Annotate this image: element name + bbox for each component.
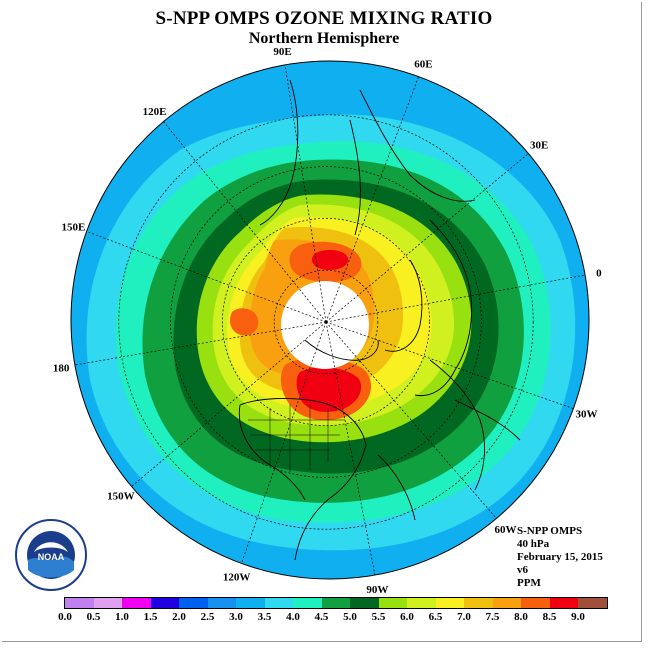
longitude-label: 120E bbox=[143, 106, 167, 118]
colorbar-tick-label: 5.0 bbox=[343, 611, 357, 623]
info-units: PPM bbox=[517, 577, 541, 589]
latitude-circle bbox=[118, 114, 534, 530]
pole-gap bbox=[281, 281, 369, 369]
longitude-label: 60W bbox=[494, 524, 516, 536]
info-date: February 15, 2015 bbox=[517, 551, 603, 563]
latitude-circle bbox=[273, 269, 379, 375]
longitude-label: 150W bbox=[107, 490, 135, 502]
colorbar-tick-label: 5.5 bbox=[371, 611, 386, 623]
colorbar-tick-label: 4.0 bbox=[286, 611, 300, 623]
info-level: 40 hPa bbox=[517, 538, 550, 550]
meridian-line bbox=[86, 231, 327, 323]
colorbar-swatch bbox=[321, 598, 350, 608]
colorbar-tick-label: 1.0 bbox=[115, 611, 129, 623]
coastlines bbox=[238, 79, 521, 561]
longitude-label: 0 bbox=[596, 268, 602, 280]
figure-frame bbox=[2, 2, 642, 642]
colorbar-swatch bbox=[521, 598, 550, 608]
meridian-line bbox=[131, 321, 327, 487]
colorbar-tick-label: 7.0 bbox=[457, 611, 471, 623]
colorbar-tick-label: 0.5 bbox=[86, 611, 101, 623]
colorbar-swatch bbox=[435, 598, 464, 608]
meridian-line bbox=[325, 321, 497, 519]
colorbar-tick-label: 0.0 bbox=[58, 611, 72, 623]
colorbar-swatch bbox=[578, 598, 607, 608]
colorbar-swatch bbox=[236, 598, 265, 608]
map-subtitle: Northern Hemisphere bbox=[248, 30, 400, 47]
colorbar-swatch bbox=[492, 598, 521, 608]
colorbar-tick-label: 9.0 bbox=[571, 611, 585, 623]
longitude-label: 90E bbox=[273, 46, 291, 58]
colorbar-tick-label: 7.5 bbox=[485, 611, 500, 623]
meridian-line bbox=[163, 121, 327, 323]
noaa-logo-text: NOAA bbox=[38, 552, 65, 562]
colorbar-tick-label: 3.5 bbox=[257, 611, 272, 623]
longitude-label: 120W bbox=[223, 572, 251, 584]
latitude-circle bbox=[170, 166, 482, 478]
colorbar-swatch bbox=[179, 598, 208, 608]
colorbar-swatch bbox=[549, 598, 578, 608]
info-instrument: S-NPP OMPS bbox=[517, 525, 583, 537]
colorbar-tick-label: 8.0 bbox=[514, 611, 528, 623]
colorbar-tick-label: 8.5 bbox=[542, 611, 557, 623]
colorbar-swatch bbox=[293, 598, 322, 608]
colorbar-tick-label: 2.5 bbox=[200, 611, 215, 623]
noaa-logo: NOAA bbox=[15, 519, 87, 591]
meridian-line bbox=[284, 64, 327, 323]
longitude-label: 60E bbox=[414, 58, 432, 70]
graticule bbox=[74, 64, 586, 576]
colorbar-swatch bbox=[350, 598, 379, 608]
colorbar bbox=[64, 597, 608, 609]
state-borders bbox=[248, 404, 345, 472]
colorbar-swatch bbox=[378, 598, 407, 608]
colorbar-swatch bbox=[65, 598, 94, 608]
longitude-label: 90W bbox=[366, 584, 388, 596]
longitude-label: 180 bbox=[53, 362, 70, 374]
info-version: v6 bbox=[517, 564, 528, 576]
map-boundary bbox=[70, 60, 590, 580]
longitude-label: 150E bbox=[62, 222, 86, 234]
colorbar-tick-label: 6.0 bbox=[400, 611, 414, 623]
meridian-line bbox=[241, 321, 327, 564]
ozone-field bbox=[71, 61, 589, 579]
longitude-labels: 0 30E 60E 90E 120E 150E 180 150W 120W 90W 60W 30W bbox=[53, 46, 602, 596]
longitude-label: 30E bbox=[530, 140, 548, 152]
longitude-label: 30W bbox=[576, 408, 598, 420]
band-8-0-west bbox=[230, 308, 259, 336]
colorbar-swatch bbox=[93, 598, 122, 608]
colorbar-swatch bbox=[464, 598, 493, 608]
band-8-5-north bbox=[312, 250, 349, 270]
colorbar-tick-label: 3.0 bbox=[229, 611, 243, 623]
colorbar-tick-label: 4.5 bbox=[314, 611, 329, 623]
colorbar-swatch bbox=[150, 598, 179, 608]
colorbar-swatch bbox=[122, 598, 151, 608]
colorbar-tick-label: 1.5 bbox=[143, 611, 158, 623]
colorbar-swatch bbox=[207, 598, 236, 608]
latitude-circle bbox=[222, 218, 430, 426]
colorbar-swatch bbox=[264, 598, 293, 608]
meridian-line bbox=[74, 321, 327, 366]
map-title: S-NPP OMPS OZONE MIXING RATIO bbox=[155, 8, 493, 29]
meridian-line bbox=[325, 321, 376, 576]
colorbar-tick-label: 6.5 bbox=[428, 611, 443, 623]
colorbar-swatch bbox=[407, 598, 436, 608]
colorbar-tick-label: 2.0 bbox=[172, 611, 186, 623]
